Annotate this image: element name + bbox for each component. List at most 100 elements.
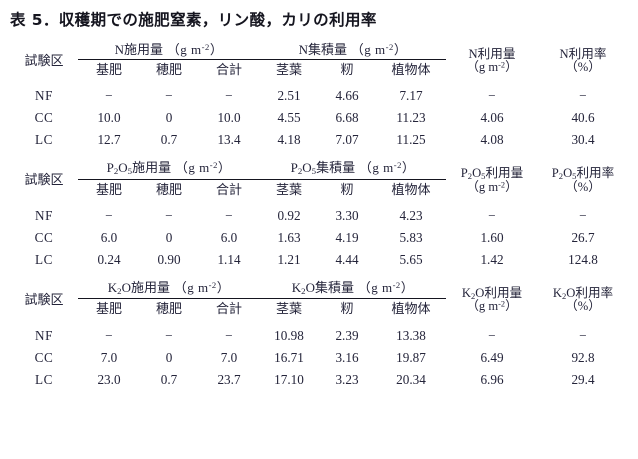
plot-header-k: 試験区 xyxy=(24,292,64,308)
cell-efficiency: 92.8 xyxy=(571,350,595,366)
cell-basal: 6.0 xyxy=(100,230,118,246)
cell-total: 13.4 xyxy=(217,132,241,148)
applied-group-header-n: N施用量 （g m-2） xyxy=(78,38,260,60)
cell-grain: 3.16 xyxy=(335,350,359,366)
sub-basal-k: 基肥 xyxy=(95,301,122,317)
cell-stemleaf: 4.55 xyxy=(277,110,301,126)
cell-total: 23.7 xyxy=(217,372,241,388)
cell-basal: 7.0 xyxy=(100,350,118,366)
cell-plot: NF xyxy=(34,88,54,104)
cell-basal: − xyxy=(105,88,113,104)
cell-total: − xyxy=(225,328,233,344)
cell-uptake: 1.42 xyxy=(480,252,504,268)
cell-stemleaf: 1.21 xyxy=(277,252,301,268)
cell-topdress: 0.7 xyxy=(160,132,178,148)
cell-grain: 6.68 xyxy=(335,110,359,126)
header-sub-row-k: 基肥 穂肥 合計 茎葉 籾 植物体 xyxy=(10,299,628,319)
sub-stemleaf-k: 茎葉 xyxy=(275,301,302,317)
cell-plot: LC xyxy=(34,372,54,388)
uptake-header-n: N利用量 （g m-2） xyxy=(466,46,518,75)
header-sub-row-p: 基肥 穂肥 合計 茎葉 籾 植物体 xyxy=(10,179,628,199)
cell-basal: 12.7 xyxy=(97,132,121,148)
accum-group-label-n: N集積量 xyxy=(298,42,348,57)
cell-uptake: − xyxy=(488,208,496,224)
nutrient-utilization-table: 試験区 N施用量 （g m-2） N集積量 （g m-2） N利用量 （g m-… xyxy=(10,38,628,396)
cell-basal: − xyxy=(105,208,113,224)
cell-topdress: − xyxy=(165,208,173,224)
cell-topdress: − xyxy=(165,88,173,104)
cell-efficiency: − xyxy=(579,88,587,104)
efficiency-header-k: K2O利用率 （%） xyxy=(552,285,614,314)
header-group-row-k: 試験区 K2O施用量 （g m-2） K2O集積量 （g m-2） K2O利用量… xyxy=(10,276,628,313)
header-group-row-n: 試験区 N施用量 （g m-2） N集積量 （g m-2） N利用量 （g m-… xyxy=(10,38,628,74)
cell-topdress: − xyxy=(165,328,173,344)
cell-uptake: 4.06 xyxy=(480,110,504,126)
cell-topdress: 0 xyxy=(165,110,173,126)
uptake-header-p: P2O5利用量 （g m-2） xyxy=(460,165,524,194)
cell-efficiency: − xyxy=(579,208,587,224)
cell-stemleaf: 2.51 xyxy=(277,88,301,104)
table-container: 試験区 N施用量 （g m-2） N集積量 （g m-2） N利用量 （g m-… xyxy=(10,38,628,396)
cell-basal: 10.0 xyxy=(97,110,121,126)
cell-uptake: − xyxy=(488,328,496,344)
cell-stemleaf: 16.71 xyxy=(274,350,304,366)
table-row: CC 7.0 0 7.0 16.71 3.16 19.87 6.49 92.8 xyxy=(10,347,628,369)
cell-efficiency: 26.7 xyxy=(571,230,595,246)
table-row: NF − − − 10.98 2.39 13.38 − − xyxy=(10,319,628,347)
sub-basal-p: 基肥 xyxy=(95,181,122,197)
efficiency-header-p: P2O5利用率 （%） xyxy=(551,165,615,194)
cell-total: 6.0 xyxy=(220,230,238,246)
cell-wholeplant: 4.23 xyxy=(399,208,423,224)
uptake-header-k: K2O利用量 （g m-2） xyxy=(461,285,523,314)
cell-basal: − xyxy=(105,328,113,344)
table-row: LC 12.7 0.7 13.4 4.18 7.07 11.25 4.08 30… xyxy=(10,129,628,156)
cell-grain: 7.07 xyxy=(335,132,359,148)
cell-plot: CC xyxy=(34,230,54,246)
accum-group-header-k: K2O集積量 （g m-2） xyxy=(260,276,446,300)
cell-grain: 3.30 xyxy=(335,208,359,224)
plot-header-n: 試験区 xyxy=(24,53,64,69)
cell-wholeplant: 11.23 xyxy=(396,110,426,126)
applied-group-header-k: K2O施用量 （g m-2） xyxy=(78,276,260,300)
cell-basal: 23.0 xyxy=(97,372,121,388)
cell-total: − xyxy=(225,88,233,104)
cell-wholeplant: 11.25 xyxy=(396,132,426,148)
cell-efficiency: 30.4 xyxy=(571,132,595,148)
cell-wholeplant: 13.38 xyxy=(396,328,426,344)
sub-wholeplant-n: 植物体 xyxy=(391,61,431,77)
accum-group-header-p: P2O5集積量 （g m-2） xyxy=(260,156,446,180)
cell-total: 10.0 xyxy=(217,110,241,126)
sub-total-n: 合計 xyxy=(215,61,242,77)
table-row: CC 6.0 0 6.0 1.63 4.19 5.83 1.60 26.7 xyxy=(10,227,628,249)
sub-stemleaf-n: 茎葉 xyxy=(275,61,302,77)
cell-plot: LC xyxy=(34,132,54,148)
table-row: LC 0.24 0.90 1.14 1.21 4.44 5.65 1.42 12… xyxy=(10,249,628,276)
cell-topdress: 0.7 xyxy=(160,372,178,388)
cell-stemleaf: 0.92 xyxy=(277,208,301,224)
cell-total: 1.14 xyxy=(217,252,241,268)
table-row: NF − − − 2.51 4.66 7.17 − − xyxy=(10,79,628,107)
cell-topdress: 0 xyxy=(165,230,173,246)
cell-basal: 0.24 xyxy=(97,252,121,268)
cell-efficiency: 29.4 xyxy=(571,372,595,388)
cell-wholeplant: 20.34 xyxy=(396,372,426,388)
cell-efficiency: − xyxy=(579,328,587,344)
cell-stemleaf: 4.18 xyxy=(277,132,301,148)
cell-uptake: 6.49 xyxy=(480,350,504,366)
sub-topdress-n: 穂肥 xyxy=(155,61,182,77)
cell-grain: 4.19 xyxy=(335,230,359,246)
sub-grain-n: 籾 xyxy=(340,61,354,77)
table-row: NF − − − 0.92 3.30 4.23 − − xyxy=(10,199,628,227)
sub-grain-k: 籾 xyxy=(340,301,354,317)
sub-stemleaf-p: 茎葉 xyxy=(275,181,302,197)
cell-wholeplant: 5.65 xyxy=(399,252,423,268)
cell-stemleaf: 10.98 xyxy=(274,328,304,344)
cell-plot: CC xyxy=(34,350,54,366)
sub-topdress-p: 穂肥 xyxy=(155,181,182,197)
cell-wholeplant: 7.17 xyxy=(399,88,423,104)
cell-efficiency: 40.6 xyxy=(571,110,595,126)
plot-header-p: 試験区 xyxy=(24,172,64,188)
cell-grain: 2.39 xyxy=(335,328,359,344)
accum-group-header-n: N集積量 （g m-2） xyxy=(260,38,446,60)
